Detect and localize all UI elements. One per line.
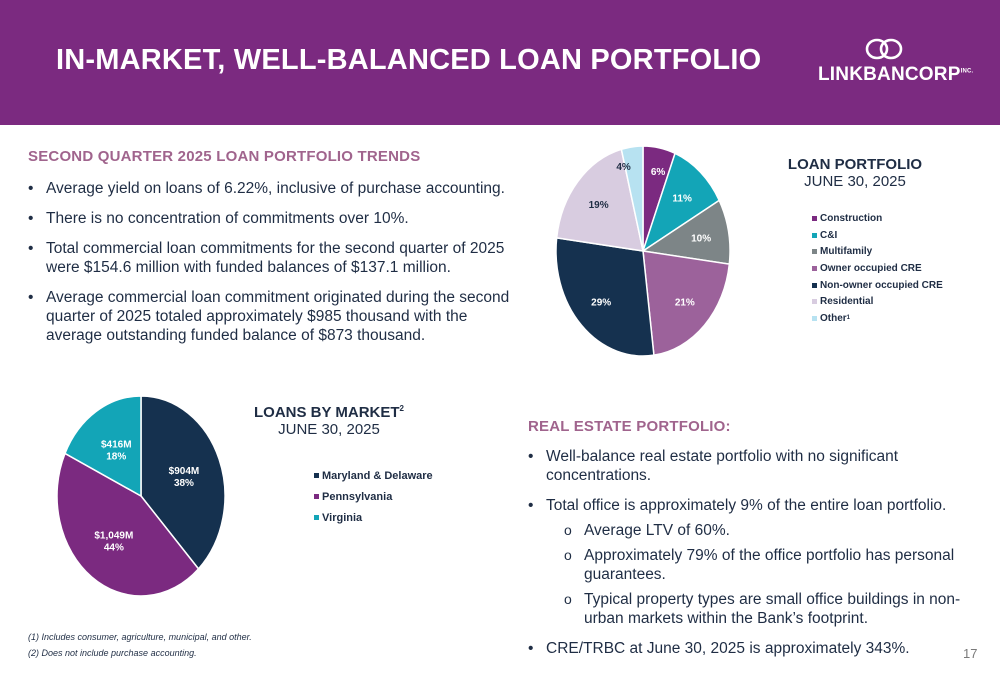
real-estate-sub-bullet: Typical property types are small office … — [528, 590, 978, 628]
real-estate-sub-bullet: Average LTV of 60%. — [528, 521, 978, 540]
legend-label: Multifamily — [820, 246, 873, 258]
legend-swatch — [812, 265, 817, 271]
real-estate-bullet-list: Well-balance real estate portfolio with … — [528, 447, 978, 669]
legend-swatch — [812, 282, 817, 288]
legend-swatch — [812, 315, 817, 321]
legend-item: Multifamily — [812, 243, 943, 260]
legend-item: Other 1 — [812, 310, 943, 327]
real-estate-bullet: CRE/TRBC at June 30, 2025 is approximate… — [528, 639, 978, 658]
legend-swatch — [812, 232, 817, 238]
loans-by-market-chart-title: LOANS BY MARKET2 JUNE 30, 2025 — [253, 404, 404, 438]
trends-bullet: Average commercial loan commitment origi… — [28, 288, 513, 345]
slide-header: IN-MARKET, WELL-BALANCED LOAN PORTFOLIO … — [0, 0, 1000, 125]
loans-by-market-legend: Maryland & Delaware Pennsylvania Virginia — [314, 465, 433, 528]
real-estate-heading: REAL ESTATE PORTFOLIO: — [528, 418, 731, 435]
pie-amount-label: $1,049M — [94, 530, 133, 541]
legend-item: Residential — [812, 293, 943, 310]
loan-portfolio-pie-chart: 6% 11% 10% 21% 29% 19% 4% — [555, 145, 731, 357]
legend-label: C&I — [820, 229, 838, 241]
legend-label: Virginia — [322, 511, 363, 524]
legend-label: Pennsylvania — [322, 490, 393, 503]
pie-data-label: 44% — [104, 542, 124, 553]
footnote-1: (1) Includes consumer, agriculture, muni… — [28, 632, 252, 642]
legend-item: Pennsylvania — [314, 486, 433, 507]
legend-item: Owner occupied CRE — [812, 260, 943, 277]
legend-label: Non-owner occupied CRE — [820, 279, 943, 291]
pie-data-label: 38% — [174, 478, 194, 489]
trends-bullet-list: Average yield on loans of 6.22%, inclusi… — [28, 179, 513, 356]
pie-data-label: 10% — [691, 234, 711, 245]
footnote-2: (2) Does not include purchase accounting… — [28, 648, 197, 658]
legend-superscript: 1 — [846, 315, 851, 322]
trends-bullet: There is no concentration of commitments… — [28, 209, 513, 228]
pie-amount-label: $416M — [101, 440, 132, 451]
pie-slice — [140, 395, 226, 571]
pie-data-label: 21% — [675, 297, 695, 308]
legend-swatch — [812, 299, 817, 305]
legend-item: Construction — [812, 210, 943, 227]
pie-slice — [620, 145, 644, 252]
pie-data-label: 29% — [591, 297, 611, 308]
real-estate-bullet: Total office is approximately 9% of the … — [528, 496, 978, 515]
trends-bullet: Total commercial loan commitments for th… — [28, 239, 513, 277]
legend-swatch — [812, 215, 817, 221]
legend-swatch — [314, 515, 319, 520]
legend-swatch — [314, 494, 319, 499]
pie-slice — [642, 250, 731, 357]
legend-item: C&I — [812, 227, 943, 244]
trends-heading: SECOND QUARTER 2025 LOAN PORTFOLIO TREND… — [28, 148, 421, 165]
legend-item: Maryland & Delaware — [314, 465, 433, 486]
legend-swatch — [812, 249, 817, 255]
page-number: 17 — [963, 646, 978, 661]
legend-label: Construction — [820, 212, 883, 224]
legend-swatch — [314, 473, 319, 478]
logo-rings-icon — [865, 38, 903, 60]
legend-label: Maryland & Delaware — [322, 469, 433, 482]
slide-title: IN-MARKET, WELL-BALANCED LOAN PORTFOLIO — [56, 44, 762, 76]
legend-item: Virginia — [314, 507, 433, 528]
loan-portfolio-chart-title: LOAN PORTFOLIO JUNE 30, 2025 — [787, 156, 923, 190]
legend-label: Owner occupied CRE — [820, 262, 922, 274]
legend-item: Non-owner occupied CRE — [812, 277, 943, 294]
real-estate-bullet: Well-balance real estate portfolio with … — [528, 447, 978, 485]
pie-data-label: 19% — [589, 200, 609, 211]
legend-label: Residential — [820, 296, 874, 308]
pie-data-label: 11% — [672, 193, 692, 204]
pie-slice — [555, 148, 644, 252]
pie-amount-label: $904M — [169, 466, 200, 477]
pie-data-label: 18% — [106, 452, 126, 463]
pie-data-label: 4% — [616, 162, 631, 173]
pie-slice — [64, 395, 142, 498]
logo-wordmark: LINKBANCORPINC. — [818, 64, 974, 85]
trends-bullet: Average yield on loans of 6.22%, inclusi… — [28, 179, 513, 198]
loan-portfolio-legend: Construction C&I Multifamily Owner occupied… — [812, 210, 943, 327]
linkbancorp-logo: LINKBANCORPINC. — [818, 38, 973, 93]
pie-slice — [555, 236, 655, 357]
legend-label: Other — [820, 312, 847, 324]
pie-data-label: 6% — [651, 167, 666, 178]
pie-slice — [641, 152, 721, 253]
real-estate-sub-bullet: Approximately 79% of the office portfoli… — [528, 546, 978, 584]
pie-slice — [56, 452, 200, 597]
